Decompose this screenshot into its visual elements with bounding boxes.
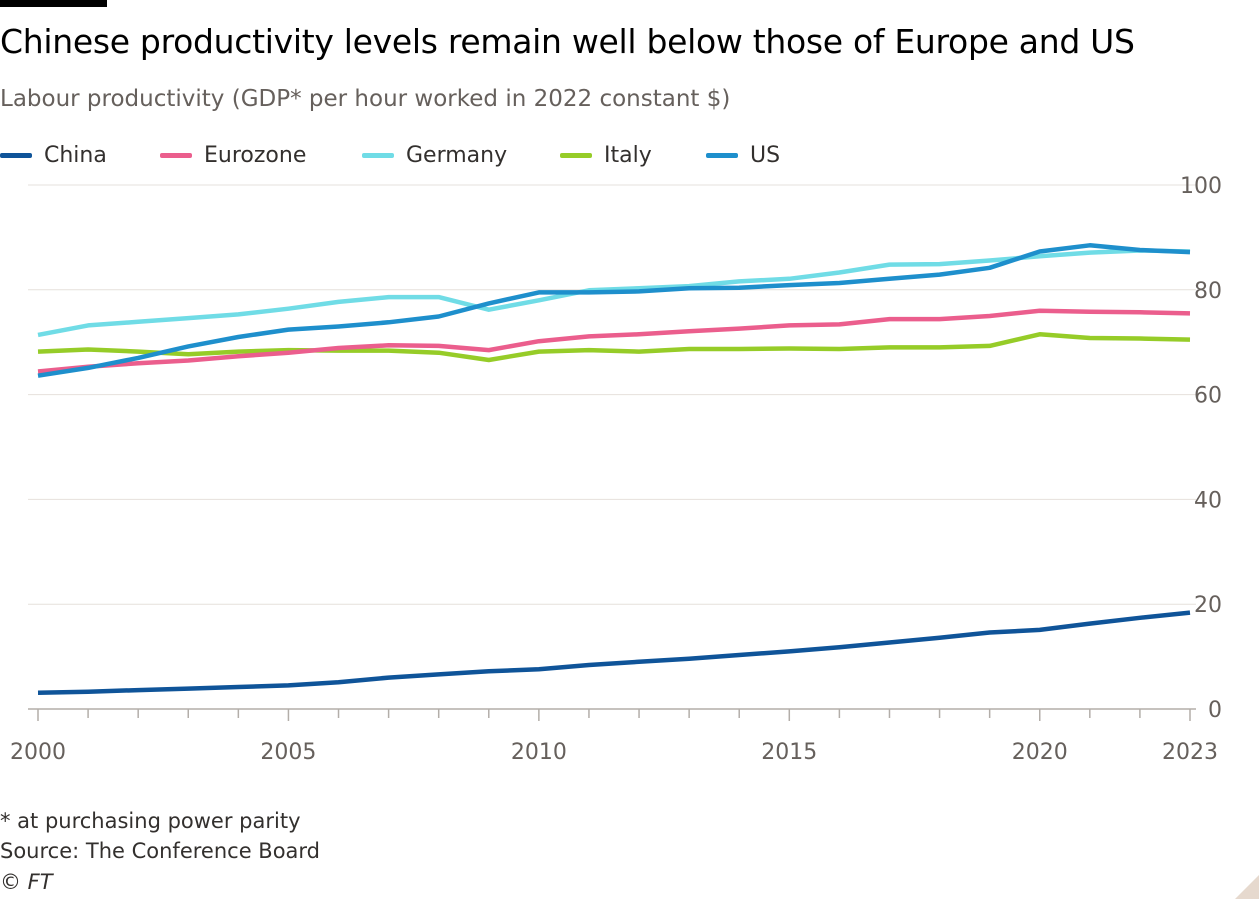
source-note: Source: The Conference Board xyxy=(0,839,321,863)
legend-item-eurozone: Eurozone xyxy=(160,140,306,170)
legend-item-china: China xyxy=(0,140,107,170)
legend-swatch-us xyxy=(706,152,738,158)
legend-label-us: US xyxy=(750,142,781,168)
line-chart: 100 80 60 40 20 0 2000 2005 2010 2015 2020 2023 xyxy=(10,174,1222,765)
y-tick-label: 0 xyxy=(1208,698,1222,723)
y-tick-label: 40 xyxy=(1194,488,1222,513)
series-line-italy xyxy=(37,332,1191,363)
legend-swatch-germany xyxy=(362,152,394,158)
legend-item-germany: Germany xyxy=(362,140,507,170)
series-line-eurozone xyxy=(37,308,1191,374)
legend-label-italy: Italy xyxy=(604,142,652,168)
legend-swatch-china xyxy=(0,152,32,158)
chart-title: Chinese productivity levels remain well … xyxy=(0,22,1135,61)
ft-top-bar xyxy=(0,0,107,7)
series-line-china xyxy=(37,610,1191,696)
legend-label-germany: Germany xyxy=(406,142,508,168)
chart-subtitle: Labour productivity (GDP* per hour worke… xyxy=(0,86,731,112)
corner-fold xyxy=(1235,875,1259,899)
y-tick-label: 80 xyxy=(1194,279,1222,304)
legend-item-us: US xyxy=(706,140,780,170)
series-line-germany xyxy=(37,248,1191,338)
x-tick-label: 2005 xyxy=(260,740,316,765)
ft-credit: © FT xyxy=(0,870,53,894)
y-tick-label: 20 xyxy=(1194,593,1222,618)
y-tick-label: 100 xyxy=(1180,174,1222,199)
legend-label-eurozone: Eurozone xyxy=(204,142,307,168)
legend-item-italy: Italy xyxy=(560,140,652,170)
x-tick-label: 2020 xyxy=(1012,740,1068,765)
x-tick-label: 2015 xyxy=(761,740,817,765)
x-tick-label: 2023 xyxy=(1162,740,1218,765)
footnote-ppp: * at purchasing power parity xyxy=(0,809,301,833)
x-tick-label: 2000 xyxy=(10,740,66,765)
legend-swatch-italy xyxy=(560,152,592,158)
legend-label-china: China xyxy=(44,142,107,168)
series-line-us xyxy=(37,243,1191,378)
x-tick-label: 2010 xyxy=(511,740,567,765)
legend-swatch-eurozone xyxy=(160,152,192,158)
y-tick-label: 60 xyxy=(1194,384,1222,409)
